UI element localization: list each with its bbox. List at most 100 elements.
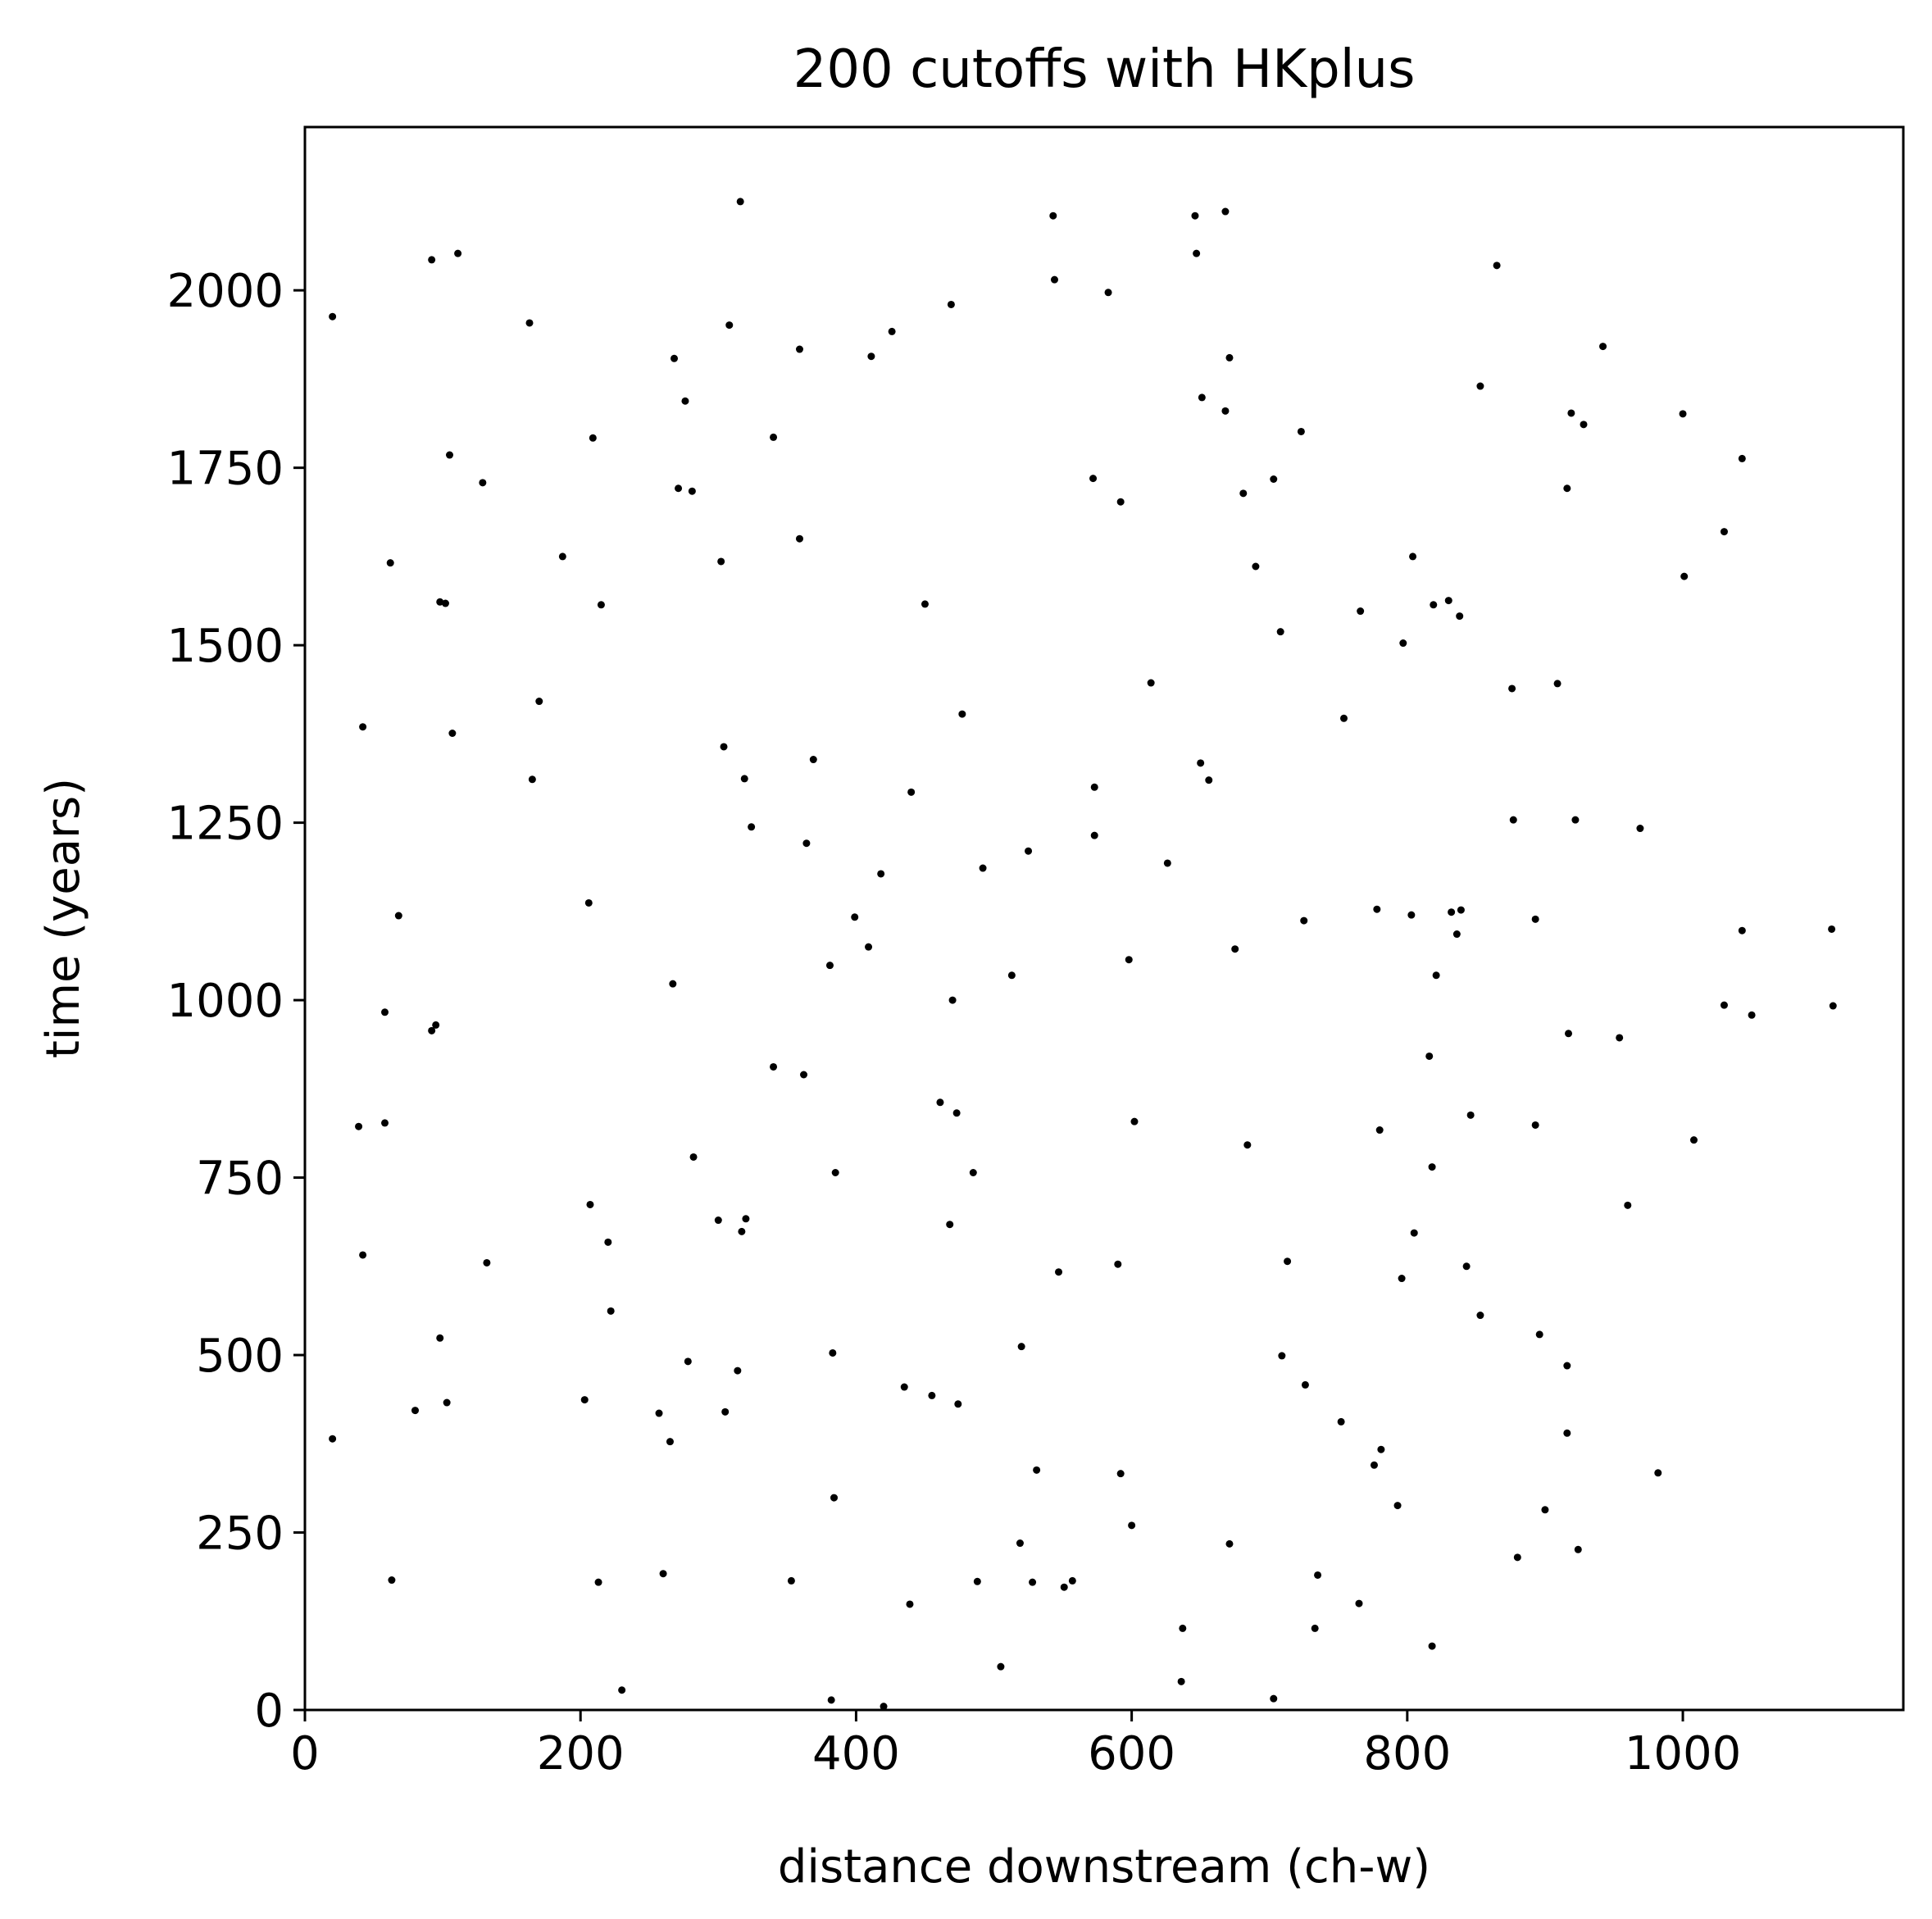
scatter-point — [714, 1216, 722, 1225]
scatter-point — [589, 434, 597, 442]
scatter-point — [831, 1168, 839, 1176]
scatter-point — [659, 1570, 667, 1578]
scatter-point — [1017, 1343, 1025, 1351]
scatter-point — [1191, 211, 1199, 220]
y-tick-label: 1750 — [166, 443, 284, 496]
scatter-point — [684, 1357, 692, 1366]
scatter-point — [880, 1703, 888, 1711]
scatter-point — [1357, 607, 1365, 616]
scatter-point — [1243, 1141, 1252, 1149]
scatter-point — [1007, 971, 1016, 980]
scatter-point — [906, 1600, 914, 1608]
scatter-point — [997, 1662, 1005, 1671]
scatter-point — [483, 1258, 491, 1266]
scatter-point — [1428, 1163, 1436, 1171]
scatter-point — [1370, 1461, 1378, 1469]
axis-ticks: 0 200 400 600 800 1000 0 250 500 750 1000 1250 1500 1… — [166, 265, 1741, 1780]
scatter-point — [594, 1578, 602, 1586]
scatter-point — [1531, 1121, 1539, 1129]
y-tick-label: 2000 — [166, 265, 284, 318]
x-tick-label: 1000 — [1625, 1727, 1742, 1780]
scatter-point — [1055, 1268, 1063, 1276]
scatter-point — [1284, 1257, 1292, 1266]
scatter-point — [827, 1696, 835, 1704]
scatter-point — [1574, 1545, 1582, 1553]
scatter-point — [1089, 475, 1098, 483]
scatter-point — [947, 300, 955, 308]
scatter-point — [1147, 679, 1155, 687]
scatter-point — [1457, 906, 1465, 914]
y-tick-label: 1000 — [166, 975, 284, 1028]
scatter-point — [1205, 776, 1213, 784]
scatter-point — [809, 756, 817, 764]
scatter-point — [717, 557, 725, 566]
scatter-point — [1068, 1576, 1076, 1585]
y-tick-label: 1500 — [166, 620, 284, 673]
scatter-point — [921, 600, 929, 608]
y-tick-label: 250 — [196, 1507, 284, 1561]
scatter-point — [1563, 1429, 1571, 1437]
scatter-point — [1689, 1136, 1698, 1144]
scatter-point — [1090, 783, 1098, 791]
x-tick-label: 200 — [537, 1727, 625, 1780]
scatter-point — [1029, 1578, 1037, 1586]
scatter-point — [1452, 930, 1461, 939]
scatter-point — [355, 1122, 363, 1130]
scatter-point — [1425, 1052, 1434, 1060]
scatter-point — [454, 249, 462, 257]
scatter-point — [1197, 759, 1205, 767]
scatter-point — [1198, 393, 1206, 402]
scatter-point — [1297, 427, 1305, 435]
plot-area-frame — [303, 125, 1905, 1712]
scatter-point — [558, 553, 566, 561]
scatter-point — [1654, 1469, 1662, 1477]
scatter-point — [888, 327, 896, 335]
scatter-point — [1278, 1352, 1286, 1360]
scatter-point — [830, 1494, 839, 1502]
scatter-point — [1270, 1694, 1278, 1703]
scatter-point — [867, 352, 875, 361]
x-axis-label: distance downstream (ch-w) — [778, 1840, 1430, 1894]
scatter-point — [1508, 684, 1516, 693]
scatter-point — [1016, 1539, 1024, 1548]
scatter-point — [742, 1215, 750, 1223]
scatter-point — [1225, 353, 1234, 362]
scatter-point — [1679, 410, 1687, 418]
scatter-point — [795, 345, 803, 353]
scatter-point — [1456, 612, 1464, 621]
scatter-point — [1104, 289, 1112, 297]
scatter-point — [1193, 249, 1201, 257]
scatter-point — [1829, 1002, 1837, 1010]
scatter-point — [1221, 207, 1230, 216]
scatter-point — [802, 839, 811, 848]
scatter-point — [1599, 343, 1607, 351]
scatter-point — [1571, 816, 1580, 824]
scatter-point — [1311, 1624, 1319, 1632]
scatter-point — [448, 729, 457, 737]
scatter-point — [1624, 1201, 1632, 1209]
scatter-point — [386, 559, 394, 567]
scatter-point — [428, 256, 436, 264]
scatter-point — [689, 1153, 698, 1161]
scatter-point — [1509, 816, 1517, 824]
scatter-point — [1373, 905, 1381, 913]
scatter-point — [1493, 261, 1501, 270]
scatter-point — [736, 198, 744, 206]
scatter-point — [528, 775, 536, 784]
scatter-point — [584, 898, 593, 907]
scatter-point — [1738, 454, 1746, 462]
scatter-point — [443, 1398, 451, 1407]
scatter-point — [1033, 1466, 1041, 1474]
scatter-point — [851, 913, 859, 921]
scatter-point — [1462, 1262, 1471, 1271]
x-tick-label: 800 — [1363, 1727, 1451, 1780]
scatter-point — [1393, 1502, 1402, 1510]
scatter-point — [1407, 911, 1416, 919]
scatter-point — [1116, 1470, 1125, 1478]
scatter-point — [359, 723, 367, 731]
scatter-point — [1466, 1111, 1475, 1119]
scatter-point — [734, 1366, 742, 1375]
scatter-point — [725, 321, 734, 330]
